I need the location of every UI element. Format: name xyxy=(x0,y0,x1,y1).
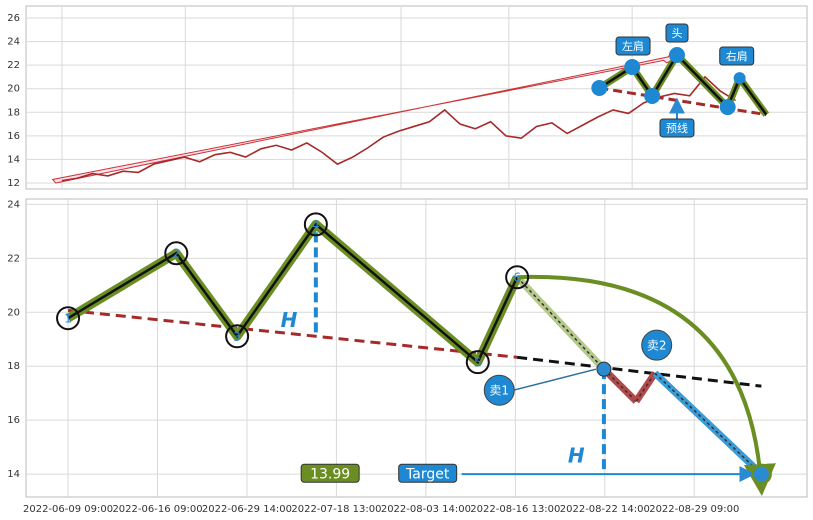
sell-line xyxy=(513,368,597,391)
projection-segment xyxy=(514,274,607,372)
annotation: 卖2 xyxy=(647,339,667,353)
y-tick-label: 26 xyxy=(7,13,20,24)
y-tick-label: 16 xyxy=(7,131,20,142)
pattern-point xyxy=(56,306,81,331)
pattern-point xyxy=(733,72,746,85)
y-tick-label: 24 xyxy=(7,199,20,210)
x-tick-label: 2022-08-29 09:00 xyxy=(649,504,739,515)
point-label: 6 xyxy=(513,271,521,285)
point-label: 5 xyxy=(474,356,482,370)
y-tick-label: 18 xyxy=(7,107,20,118)
pattern-point xyxy=(719,99,736,116)
neckline xyxy=(67,308,518,359)
sell-point xyxy=(596,361,612,377)
x-tick-label: 2022-06-09 09:00 xyxy=(23,504,113,515)
target-point xyxy=(750,463,772,485)
annotation-box xyxy=(398,463,458,483)
x-tick-label: 2022-06-29 14:00 xyxy=(202,504,292,515)
pattern-line xyxy=(65,219,522,367)
annotation-box xyxy=(300,463,360,483)
projection-dash xyxy=(603,368,637,402)
sell-badge xyxy=(641,329,673,361)
annotation: 13.99 xyxy=(310,466,350,482)
y-tick-label: 14 xyxy=(7,154,20,165)
pattern-point xyxy=(225,324,250,349)
projection-dash xyxy=(654,372,762,475)
price-line xyxy=(61,75,737,182)
trend-arrow xyxy=(51,51,686,184)
annotation: H xyxy=(568,444,585,468)
y-tick-label: 12 xyxy=(7,178,20,189)
annotation: H xyxy=(281,308,298,332)
annotation-box xyxy=(659,118,695,138)
y-tick-label: 20 xyxy=(7,307,20,318)
projection-segment xyxy=(633,371,658,404)
panel-frame xyxy=(25,198,808,498)
pattern-point xyxy=(591,80,608,97)
sell-badge xyxy=(483,374,515,406)
y-tick-label: 14 xyxy=(7,469,20,480)
y-tick-label: 24 xyxy=(7,37,20,48)
annotation-box xyxy=(615,36,651,56)
x-tick-label: 2022-08-03 14:00 xyxy=(381,504,471,515)
y-tick-label: 22 xyxy=(7,60,20,71)
neckline xyxy=(599,86,767,117)
panel-frame xyxy=(25,5,808,190)
annotation: 右肩 xyxy=(726,49,748,63)
annotation-box xyxy=(665,23,689,43)
x-tick-label: 2022-08-16 13:00 xyxy=(470,504,560,515)
pattern-point xyxy=(303,212,328,237)
annotation: 预线 xyxy=(666,121,688,135)
point-label: 1 xyxy=(64,312,72,326)
projection-arc xyxy=(517,274,776,497)
point-label: 4 xyxy=(312,218,320,232)
annotation: Target xyxy=(405,466,450,482)
pattern-point xyxy=(624,59,641,76)
neckline-extension xyxy=(516,355,762,388)
point-label: 3 xyxy=(233,330,241,344)
annotation: 头 xyxy=(671,27,682,40)
pattern-point xyxy=(164,241,189,266)
x-tick-label: 2022-07-18 13:00 xyxy=(291,504,381,515)
pattern-point xyxy=(644,88,661,105)
y-tick-label: 22 xyxy=(7,253,20,264)
annotation: 左肩 xyxy=(622,39,644,53)
y-tick-label: 20 xyxy=(7,84,20,95)
point-label: 2 xyxy=(172,247,180,261)
annotation-box xyxy=(719,46,755,66)
annotation: 卖1 xyxy=(489,384,509,398)
y-tick-label: 16 xyxy=(7,415,20,426)
pattern-core xyxy=(67,222,519,365)
y-tick-label: 18 xyxy=(7,361,20,372)
pattern-point xyxy=(465,350,490,375)
x-tick-label: 2022-08-22 14:00 xyxy=(560,504,650,515)
pattern-point xyxy=(505,265,530,290)
x-tick-label: 2022-06-16 09:00 xyxy=(112,504,202,515)
pattern-point xyxy=(668,47,685,64)
